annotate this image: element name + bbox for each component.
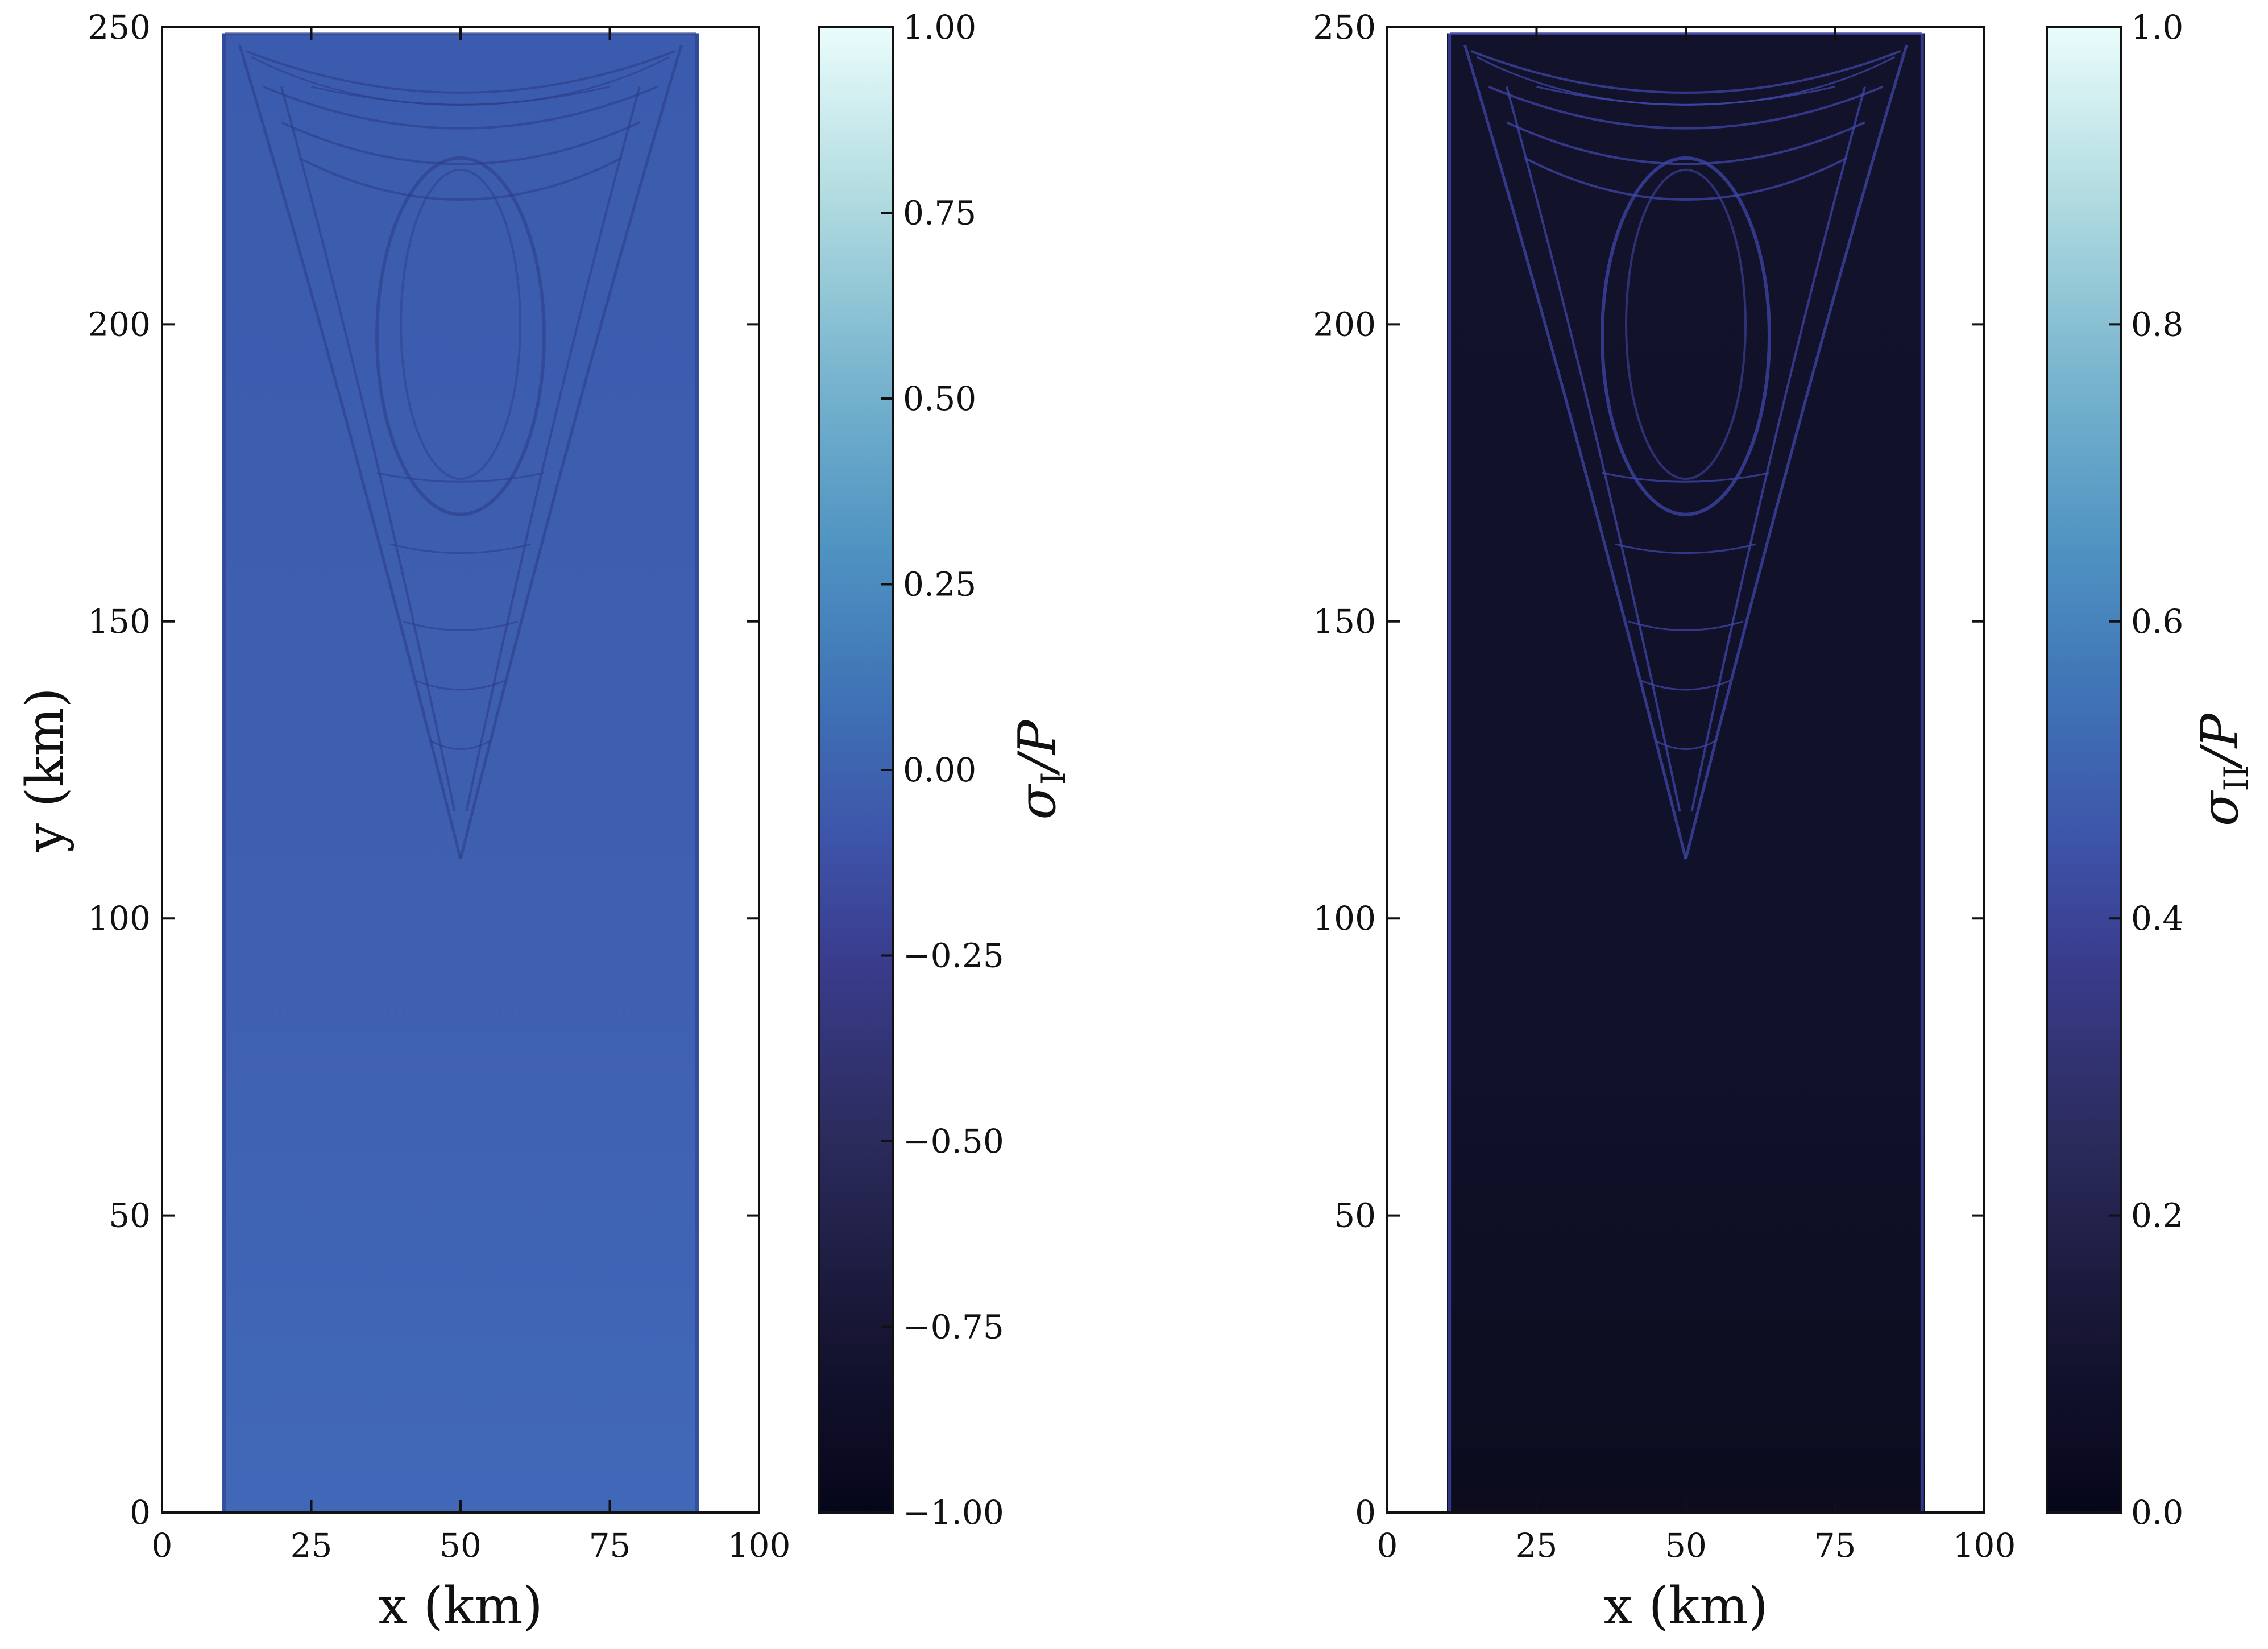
x-tick-label: 50 bbox=[1665, 1526, 1707, 1565]
x-tick-label: 75 bbox=[589, 1526, 631, 1565]
colorbar-tick-label: 0.8 bbox=[2131, 305, 2183, 343]
ring-outer bbox=[375, 156, 546, 516]
v-inner-right bbox=[465, 86, 641, 812]
ring-inner bbox=[400, 168, 521, 480]
ring-outer bbox=[1601, 156, 1771, 516]
colorbar-tick-label: 0.25 bbox=[903, 565, 976, 604]
colorbar-tick-label: −1.00 bbox=[903, 1493, 1004, 1532]
y-tick-label: 0 bbox=[1355, 1493, 1376, 1532]
colorbar-tick-label: 1.0 bbox=[2131, 8, 2183, 47]
upper-arc bbox=[1488, 85, 1884, 130]
colorbar-tick-label: 0.4 bbox=[2131, 899, 2183, 938]
y-axis-label-left: y (km) bbox=[15, 687, 75, 853]
fracture-pattern-left bbox=[222, 31, 699, 1513]
upper-arc bbox=[245, 49, 676, 94]
colorbar-tick-label: 0.75 bbox=[903, 194, 976, 233]
fracture-pattern-right bbox=[1448, 31, 1924, 1513]
colorbar-subscript-left: I bbox=[1034, 772, 1073, 785]
v-branch-right bbox=[1684, 44, 1908, 860]
band-arc bbox=[416, 680, 505, 691]
x-axis-label-right: x (km) bbox=[1603, 1576, 1768, 1636]
y-tick-label: 0 bbox=[130, 1493, 151, 1532]
colorbar-tick-label: 0.00 bbox=[903, 751, 976, 789]
colorbar-subscript-right: II bbox=[2217, 765, 2255, 792]
cross-arc bbox=[311, 56, 670, 106]
band-arc bbox=[389, 543, 532, 554]
band-arc bbox=[403, 620, 519, 631]
colorbar-symbol-left: σ bbox=[1007, 784, 1067, 820]
x-ticks-right: 0 25 50 75 100 bbox=[1377, 27, 2016, 1565]
y-tick-label: 150 bbox=[1313, 602, 1376, 641]
colorbar-tick-label: 0.2 bbox=[2131, 1196, 2183, 1235]
colorbar-left bbox=[818, 26, 894, 1514]
v-branch-left bbox=[1463, 44, 1687, 860]
y-tick-label: 100 bbox=[88, 899, 151, 938]
upper-arc bbox=[1524, 157, 1848, 201]
upper-arc bbox=[263, 85, 658, 130]
band-arc bbox=[429, 739, 492, 750]
band-arc bbox=[1602, 472, 1770, 483]
colorbar-tick-label: 0.0 bbox=[2131, 1493, 2183, 1532]
x-tick-label: 25 bbox=[1516, 1526, 1558, 1565]
panel-left: 0 25 50 75 100 0 50 100 150 200 250 x (km) y (km)… bbox=[15, 8, 1073, 1636]
band-arc bbox=[1615, 543, 1757, 554]
x-tick-label: 50 bbox=[439, 1526, 482, 1565]
y-tick-label: 200 bbox=[1313, 305, 1376, 343]
colorbar-right bbox=[2046, 26, 2122, 1514]
y-tick-label: 150 bbox=[88, 602, 151, 641]
colorbar-tick-label: −0.75 bbox=[903, 1308, 1004, 1346]
colorbar-tick-label: 0.50 bbox=[903, 379, 976, 418]
colorbar-ticks-right: 0.0 0.2 0.4 0.6 0.8 1.0 bbox=[2109, 8, 2183, 1532]
y-tick-label: 50 bbox=[109, 1196, 151, 1235]
band-arc bbox=[1641, 680, 1731, 691]
upper-arc bbox=[1470, 49, 1901, 94]
cross-arc bbox=[1536, 56, 1896, 106]
colorbar-ticks-left: −1.00 −0.75 −0.50 −0.25 0.00 0.25 0.50 0.75 1.00 bbox=[881, 8, 1004, 1532]
x-tick-label: 0 bbox=[152, 1526, 173, 1565]
band-arc bbox=[1654, 739, 1718, 750]
x-axis-label-left: x (km) bbox=[378, 1576, 542, 1636]
stress-field-right bbox=[1447, 33, 1925, 1513]
colorbar-suffix-left: /P bbox=[1007, 719, 1067, 776]
v-branch-right bbox=[459, 44, 683, 860]
band-arc bbox=[376, 472, 545, 483]
x-tick-label: 100 bbox=[728, 1526, 791, 1565]
colorbar-suffix-right: /P bbox=[2190, 712, 2250, 769]
v-inner-right bbox=[1690, 86, 1866, 812]
x-tick-label: 100 bbox=[1953, 1526, 2016, 1565]
x-tick-label: 0 bbox=[1377, 1526, 1398, 1565]
x-tick-label: 75 bbox=[1814, 1526, 1856, 1565]
v-inner-left bbox=[280, 86, 456, 812]
band-arc bbox=[1628, 620, 1744, 631]
upper-arc bbox=[298, 157, 623, 201]
y-tick-label: 250 bbox=[88, 8, 151, 47]
colorbar-tick-label: −0.50 bbox=[903, 1122, 1004, 1161]
x-ticks-left: 0 25 50 75 100 bbox=[152, 27, 791, 1565]
panel-right: 0 25 50 75 100 0 50 100 150 200 250 x (km) 0.0 0.2… bbox=[1313, 8, 2255, 1636]
colorbar-label-right: σII/P bbox=[2190, 712, 2255, 826]
v-inner-left bbox=[1506, 86, 1681, 812]
colorbar-symbol-right: σ bbox=[2190, 790, 2250, 826]
upper-arc bbox=[1506, 121, 1865, 165]
y-tick-label: 200 bbox=[88, 305, 151, 343]
x-tick-label: 25 bbox=[291, 1526, 333, 1565]
ring-inner bbox=[1625, 168, 1747, 480]
colorbar-tick-label: 0.6 bbox=[2131, 602, 2183, 641]
upper-arc bbox=[281, 121, 640, 165]
colorbar-tick-label: −0.25 bbox=[903, 937, 1004, 975]
y-tick-label: 100 bbox=[1313, 899, 1376, 938]
colorbar-label-left: σI/P bbox=[1007, 719, 1073, 820]
y-tick-label: 50 bbox=[1334, 1196, 1376, 1235]
stress-field-left bbox=[222, 33, 699, 1513]
v-branch-left bbox=[238, 44, 462, 860]
y-ticks-right: 0 50 100 150 200 250 bbox=[1313, 8, 1984, 1532]
y-tick-label: 250 bbox=[1313, 8, 1376, 47]
y-ticks-left: 0 50 100 150 200 250 bbox=[88, 8, 759, 1532]
colorbar-tick-label: 1.00 bbox=[903, 8, 976, 47]
